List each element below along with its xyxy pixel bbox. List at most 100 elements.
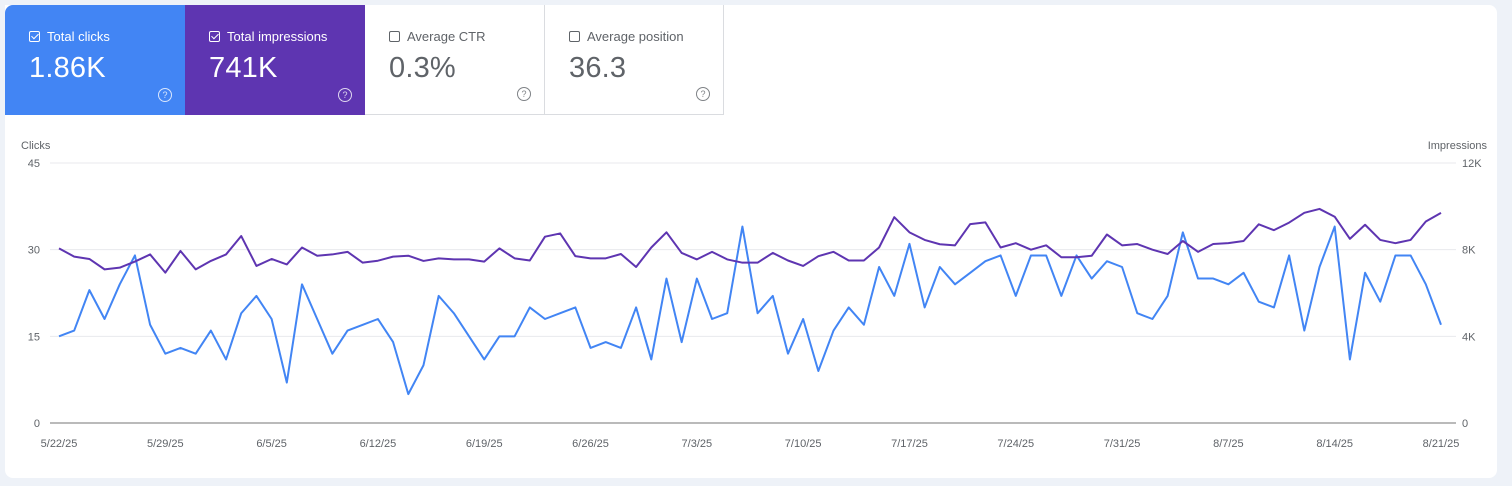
clicks-point[interactable] (1301, 328, 1307, 334)
impressions-point[interactable] (952, 242, 958, 248)
clicks-point[interactable] (284, 380, 290, 386)
impressions-point[interactable] (102, 266, 108, 272)
clicks-point[interactable] (603, 339, 609, 345)
clicks-point[interactable] (1119, 264, 1125, 270)
clicks-point[interactable] (1332, 224, 1338, 230)
impressions-point[interactable] (1423, 219, 1429, 225)
help-icon[interactable]: ? (338, 88, 352, 102)
impressions-point[interactable] (466, 256, 472, 262)
impressions-point[interactable] (1149, 247, 1155, 253)
clicks-point[interactable] (132, 252, 138, 258)
impressions-point[interactable] (1377, 237, 1383, 243)
impressions-point[interactable] (679, 250, 685, 256)
impressions-point[interactable] (147, 251, 153, 257)
clicks-point[interactable] (618, 345, 624, 351)
impressions-point[interactable] (1195, 249, 1201, 255)
impressions-point[interactable] (1241, 238, 1247, 244)
checkbox-unchecked-icon[interactable] (569, 31, 580, 42)
clicks-point[interactable] (1043, 252, 1049, 258)
clicks-point[interactable] (390, 339, 396, 345)
impressions-point[interactable] (1256, 221, 1262, 227)
clicks-point[interactable] (1089, 276, 1095, 282)
metric-tile-average-ctr[interactable]: Average CTR 0.3% ? (365, 5, 545, 115)
clicks-point[interactable] (269, 316, 275, 322)
impressions-point[interactable] (405, 253, 411, 259)
clicks-point[interactable] (739, 224, 745, 230)
clicks-point[interactable] (1104, 258, 1110, 264)
checkbox-unchecked-icon[interactable] (389, 31, 400, 42)
impressions-point[interactable] (1286, 220, 1292, 226)
impressions-point[interactable] (436, 255, 442, 261)
impressions-point[interactable] (1058, 254, 1064, 260)
clicks-point[interactable] (891, 293, 897, 299)
impressions-point[interactable] (618, 251, 624, 257)
clicks-point[interactable] (527, 304, 533, 310)
clicks-point[interactable] (177, 345, 183, 351)
clicks-point[interactable] (1225, 281, 1231, 287)
clicks-point[interactable] (709, 316, 715, 322)
impressions-point[interactable] (876, 245, 882, 251)
impressions-point[interactable] (967, 221, 973, 227)
impressions-point[interactable] (527, 258, 533, 264)
clicks-point[interactable] (405, 391, 411, 397)
clicks-point[interactable] (922, 304, 928, 310)
clicks-point[interactable] (1286, 252, 1292, 258)
clicks-point[interactable] (724, 310, 730, 316)
clicks-point[interactable] (679, 339, 685, 345)
clicks-point[interactable] (1362, 270, 1368, 276)
clicks-point[interactable] (1271, 304, 1277, 310)
impressions-point[interactable] (1317, 206, 1323, 212)
clicks-point[interactable] (86, 287, 92, 293)
impressions-point[interactable] (1362, 222, 1368, 228)
impressions-point[interactable] (71, 254, 77, 260)
clicks-point[interactable] (633, 304, 639, 310)
impressions-point[interactable] (633, 264, 639, 270)
clicks-point[interactable] (253, 293, 259, 299)
impressions-point[interactable] (922, 237, 928, 243)
impressions-point[interactable] (1180, 238, 1186, 244)
clicks-point[interactable] (1195, 276, 1201, 282)
clicks-point[interactable] (770, 293, 776, 299)
impressions-point[interactable] (557, 230, 563, 236)
impressions-point[interactable] (512, 255, 518, 261)
impressions-point[interactable] (588, 255, 594, 261)
clicks-point[interactable] (998, 252, 1004, 258)
impressions-point[interactable] (572, 253, 578, 259)
impressions-point[interactable] (542, 234, 548, 240)
clicks-point[interactable] (451, 310, 457, 316)
clicks-point[interactable] (1013, 293, 1019, 299)
clicks-point[interactable] (1028, 252, 1034, 258)
checkbox-checked-icon[interactable] (209, 31, 220, 42)
clicks-point[interactable] (1438, 322, 1444, 328)
clicks-point[interactable] (420, 362, 426, 368)
clicks-point[interactable] (831, 328, 837, 334)
clicks-point[interactable] (102, 316, 108, 322)
impressions-point[interactable] (800, 263, 806, 269)
clicks-point[interactable] (785, 351, 791, 357)
impressions-point[interactable] (998, 245, 1004, 251)
impressions-point[interactable] (253, 263, 259, 269)
impressions-point[interactable] (1104, 232, 1110, 238)
impressions-point[interactable] (709, 249, 715, 255)
clicks-point[interactable] (162, 351, 168, 357)
clicks-point[interactable] (815, 368, 821, 374)
impressions-point[interactable] (815, 253, 821, 259)
clicks-point[interactable] (588, 345, 594, 351)
clicks-point[interactable] (846, 304, 852, 310)
clicks-point[interactable] (71, 328, 77, 334)
clicks-point[interactable] (147, 322, 153, 328)
clicks-point[interactable] (496, 333, 502, 339)
impressions-point[interactable] (56, 245, 62, 251)
impressions-point[interactable] (694, 256, 700, 262)
impressions-point[interactable] (1134, 241, 1140, 247)
clicks-point[interactable] (481, 356, 487, 362)
clicks-point[interactable] (937, 264, 943, 270)
clicks-point[interactable] (329, 351, 335, 357)
impressions-point[interactable] (299, 245, 305, 251)
impressions-point[interactable] (375, 258, 381, 264)
clicks-point[interactable] (1134, 310, 1140, 316)
clicks-point[interactable] (238, 310, 244, 316)
impressions-point[interactable] (1347, 236, 1353, 242)
impressions-point[interactable] (770, 250, 776, 256)
